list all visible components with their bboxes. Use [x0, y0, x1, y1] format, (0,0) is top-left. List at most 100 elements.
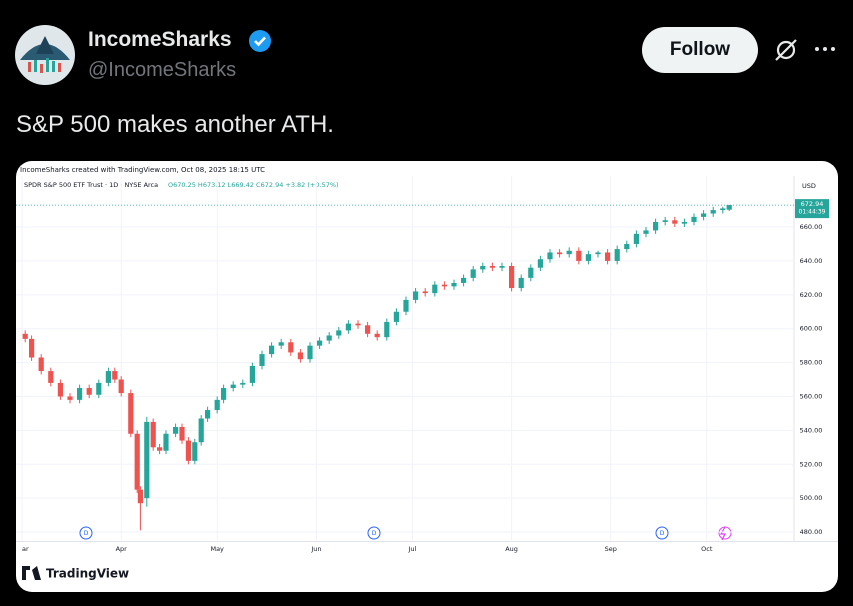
candle-body: [198, 418, 204, 443]
candle-body: [624, 243, 630, 250]
ohlc-line: O670.25 H673.12 L669.42 C672.94 +3.82 (+…: [168, 181, 339, 189]
candle-body: [355, 323, 361, 326]
candle-body: [547, 252, 553, 260]
watermark: IncomeSharks created with TradingView.co…: [20, 166, 265, 174]
candle-body: [720, 208, 726, 211]
y-tick-label: 620.00: [800, 291, 823, 299]
more-icon[interactable]: [813, 43, 839, 55]
candle-body: [365, 325, 371, 334]
candle-body: [134, 433, 140, 490]
candle-body: [67, 396, 73, 400]
candle-body: [297, 352, 303, 360]
candle-body: [576, 250, 582, 261]
candle-body: [461, 277, 467, 283]
candle-body: [374, 333, 380, 338]
candle-body: [128, 393, 134, 434]
candle-body: [595, 252, 601, 255]
candle-body: [470, 269, 476, 278]
y-tick-label: 580.00: [800, 359, 823, 367]
candle-body: [662, 220, 668, 222]
chart: IncomeSharks created with TradingView.co…: [16, 166, 838, 581]
candle-body: [259, 354, 265, 366]
candle-body: [681, 221, 687, 224]
candle-body: [489, 266, 495, 268]
candle-body: [185, 440, 191, 461]
candle-body: [653, 221, 659, 231]
lightning-event-ring: [718, 526, 732, 540]
tv-logo: [22, 566, 41, 580]
candle-body: [451, 282, 457, 287]
tweet-text: S&P 500 makes another ATH.: [16, 111, 334, 138]
candle-body: [403, 299, 409, 312]
y-tick-label: 660.00: [800, 223, 823, 231]
candle-body: [288, 342, 294, 353]
candle-body: [585, 254, 591, 261]
candle-body: [48, 371, 54, 383]
legend-line: SPDR S&P 500 ETF Trust · 1D · NYSE Arca: [24, 181, 158, 189]
x-tick-label: Oct: [701, 545, 713, 553]
candle-body: [230, 384, 236, 389]
candle-body: [38, 357, 44, 372]
candle-body: [432, 284, 438, 294]
candle-body: [518, 277, 524, 289]
candle-body: [509, 266, 515, 289]
y-tick-label: 640.00: [800, 257, 823, 265]
candle-body: [57, 382, 63, 397]
candle-body: [614, 249, 620, 261]
candle-body: [22, 333, 28, 339]
y-tick-label: 500.00: [800, 494, 823, 502]
y-tick-label: 600.00: [800, 325, 823, 333]
y-tick-label: 480.00: [800, 528, 823, 536]
candle-body: [307, 345, 313, 360]
candle-body: [179, 426, 185, 441]
candle-body: [240, 382, 246, 385]
candle-body: [726, 205, 732, 210]
candle-body: [214, 399, 220, 411]
candle-body: [269, 345, 275, 355]
candle-body: [710, 210, 716, 214]
event-marker: [655, 526, 669, 540]
candle-body: [278, 342, 284, 346]
candle-body: [118, 379, 124, 394]
candle-body: [441, 284, 447, 287]
y-tick-label: 560.00: [800, 392, 823, 400]
candle-body: [112, 371, 118, 380]
handle[interactable]: @IncomeSharks: [88, 59, 237, 81]
x-tick-label: Aug: [505, 545, 518, 553]
candle-body: [77, 388, 83, 400]
display-name[interactable]: IncomeSharks: [88, 28, 232, 51]
chart-image[interactable]: IncomeSharks created with TradingView.co…: [16, 161, 838, 592]
x-tick-label: Jul: [407, 545, 416, 553]
candle-body: [157, 447, 163, 451]
avatar[interactable]: [14, 24, 76, 86]
y-tick-label: 520.00: [800, 460, 823, 468]
candle-body: [137, 489, 143, 504]
x-tick-label: May: [210, 545, 224, 553]
follow-button[interactable]: Follow: [642, 27, 758, 73]
candle-body: [205, 410, 211, 419]
price-tag: 672.94: [801, 200, 824, 208]
event-label: D: [372, 530, 377, 537]
candle-body: [345, 323, 351, 331]
candle-body: [163, 433, 169, 451]
candle-body: [528, 267, 534, 278]
candle-body: [96, 382, 102, 395]
candle-body: [566, 250, 572, 255]
candle-body: [643, 230, 649, 234]
candle-body: [150, 421, 156, 448]
candle-body: [221, 388, 227, 400]
candle-body: [326, 335, 332, 341]
x-tick-label: Jun: [310, 545, 321, 553]
candle-body: [413, 291, 419, 300]
candle-body: [633, 233, 639, 244]
x-tick-label: Apr: [116, 545, 128, 553]
candle-body: [393, 311, 399, 322]
candle-body: [701, 213, 707, 217]
candle-body: [605, 252, 611, 261]
candle-body: [499, 266, 505, 268]
candle-body: [557, 252, 563, 255]
candle-body: [480, 266, 486, 270]
candle-body: [317, 340, 323, 346]
grok-icon[interactable]: [773, 37, 799, 63]
